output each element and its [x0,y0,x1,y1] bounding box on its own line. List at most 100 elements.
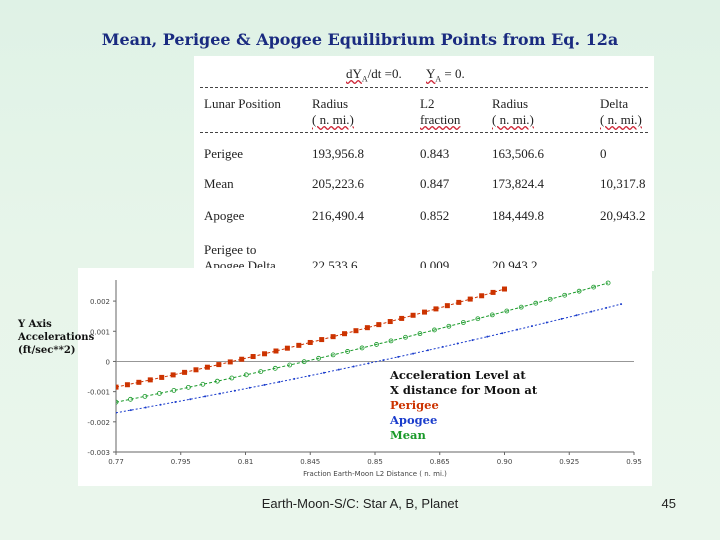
data-point-apogee [263,383,266,386]
row-mean-radius1: 205,223.6 [312,176,364,191]
data-point-mean [504,308,510,314]
data-point-perigee [410,312,416,318]
row-apogee-radius1: 216,490.4 [312,208,364,223]
data-point-apogee [204,395,207,398]
data-point-perigee [422,309,428,315]
data-point-mean [547,296,553,302]
row-mean-delta: 10,317.8 [600,176,646,191]
row-perigee-delta: 0 [600,146,607,161]
data-point-mean [200,381,206,387]
data-point-perigee [502,286,507,292]
data-point-perigee [387,319,393,325]
page-number: 45 [661,496,676,511]
data-point-mean [562,292,568,298]
row-perigee-fraction: 0.843 [420,146,450,161]
data-point-mean [316,355,322,361]
data-point-perigee [307,339,313,345]
data-point-perigee [239,356,245,362]
x-tick-label: 0.845 [300,458,320,466]
data-point-perigee [456,299,462,305]
condition-a: dYA/dt =0. [346,66,402,84]
legend-mean: Mean [390,428,426,442]
data-point-mean [287,362,293,368]
data-point-perigee [273,348,279,354]
condition-b: YA = 0. [426,66,465,84]
header-delta: Delta [600,96,629,111]
series-apogee [116,303,623,414]
data-point-perigee [330,334,336,340]
y-tick-label: 0 [106,358,110,366]
y-tick-label: -0.002 [87,419,110,427]
series-line-apogee [116,303,622,414]
chart-legend: Acceleration Level at X distance for Moo… [390,368,537,443]
header-radius-1: Radius [312,96,349,111]
data-point-apogee [293,377,296,380]
side-label-line1: Y Axis [18,319,52,330]
y-tick-label: 0.002 [90,298,110,306]
data-point-perigee [193,367,199,373]
data-point-mean [359,345,365,351]
side-label-line2: Accelerations [18,332,95,343]
data-point-mean [185,384,191,390]
series-line-perigee [116,288,505,388]
row-apogee-fraction: 0.852 [420,208,450,223]
data-point-apogee [426,349,429,352]
row-mean-fraction: 0.847 [420,176,450,191]
data-point-mean [258,369,264,374]
data-point-perigee [399,315,405,321]
data-point-mean [591,284,597,290]
data-point-perigee [136,379,142,385]
data-point-apogee [233,389,236,392]
row-apogee-delta: 20,943.2 [600,208,646,223]
data-point-perigee [182,369,188,375]
data-point-apogee [382,359,385,362]
data-point-perigee [433,306,439,312]
data-point-mean [214,378,220,384]
data-point-apogee [129,409,132,412]
header-radius-2-unit: ( n. mi.) [492,112,534,127]
data-point-apogee [620,303,623,306]
data-point-perigee [319,337,325,343]
data-point-apogee [605,306,608,309]
y-tick-label: 0.001 [90,328,110,336]
series-mean [116,280,611,405]
data-point-mean [272,365,278,371]
header-radius-1-unit: ( n. mi.) [312,112,354,127]
data-point-perigee [376,322,382,328]
x-tick-label: 0.85 [367,458,383,466]
slide-footer: Earth-Moon-S/C: Star A, B, Planet [261,496,459,511]
data-point-perigee [467,296,473,302]
data-point-perigee [124,382,130,388]
legend-perigee: Perigee [390,398,439,412]
data-point-perigee [170,372,176,378]
data-point-mean [374,342,379,347]
data-point-mean [403,334,408,340]
data-point-apogee [397,355,400,358]
data-point-apogee [248,386,251,389]
row-mean-radius2: 173,824.4 [492,176,544,191]
data-point-mean [171,388,177,393]
row-apogee-label: Apogee [204,208,245,223]
data-point-apogee [352,365,355,368]
data-point-apogee [545,321,548,324]
data-point-apogee [441,345,444,348]
data-point-perigee [342,331,348,337]
data-point-perigee [284,345,290,351]
equilibrium-table: dYA/dt =0. YA = 0. Lunar Position Radius… [194,56,654,273]
x-tick-label: 0.925 [559,458,579,466]
data-point-mean [489,312,495,318]
data-point-apogee [308,374,311,377]
data-point-apogee [322,371,325,374]
data-point-mean [417,331,423,337]
data-point-mean [301,359,307,365]
data-point-mean [243,372,249,378]
side-label-line3: (ft/sec**2) [18,345,76,356]
data-point-mean [330,352,336,358]
acceleration-chart: 0.002 0.001 0 -0.001 -0.002 -0.003 0.77 0.795 0.… [78,268,652,486]
data-point-apogee [337,368,340,371]
x-tick-label: 0.90 [497,458,513,466]
data-point-apogee [218,392,221,395]
table-divider-top [200,87,648,88]
data-point-perigee [216,362,222,368]
